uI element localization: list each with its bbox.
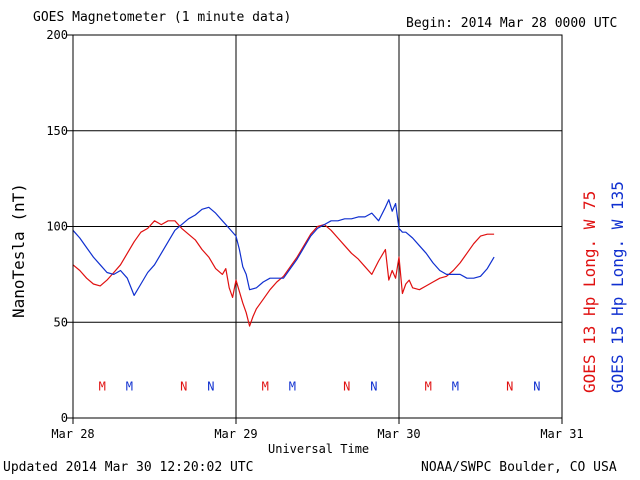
marker-n: N [180,379,187,393]
y-tick-label: 50 [54,315,68,329]
begin-time: Begin: 2014 Mar 28 0000 UTC [406,16,618,31]
credit-text: NOAA/SWPC Boulder, CO USA [421,460,617,475]
x-axis-label: Universal Time [268,442,370,456]
updated-timestamp: Updated 2014 Mar 30 12:20:02 UTC [3,460,254,475]
series-line-goes13 [72,220,495,327]
x-tick-label: Mar 31 [540,427,583,441]
marker-m: M [425,379,432,393]
marker-m: M [126,379,133,393]
marker-n: N [533,379,540,393]
y-tick-label: 100 [46,220,68,234]
x-tick-label: Mar 30 [377,427,420,441]
series-lines [72,199,495,327]
marker-n: N [343,379,350,393]
marker-m: M [289,379,296,393]
y-tick-label: 200 [46,28,68,42]
chart-title: GOES Magnetometer (1 minute data) [33,10,292,25]
series-line-goes15 [72,199,495,296]
marker-n: N [506,379,513,393]
marker-n: N [207,379,214,393]
legend-goes13: GOES 13 Hp Long. W 75 [580,190,599,393]
axis-ticks: 0 50 100 150 200 Mar 28 Mar 29 Mar 30 Mar 31 [46,28,583,441]
marker-m: M [452,379,459,393]
y-tick-label: 0 [61,411,68,425]
marker-n: N [370,379,377,393]
grid-lines [73,35,562,418]
marker-m: M [262,379,269,393]
y-tick-label: 150 [46,124,68,138]
legend-goes15: GOES 15 Hp Long. W 135 [608,181,627,393]
y-axis-label: NanoTesla (nT) [9,183,28,318]
x-tick-label: Mar 28 [51,427,94,441]
x-tick-label: Mar 29 [214,427,257,441]
marker-m: M [99,379,106,393]
